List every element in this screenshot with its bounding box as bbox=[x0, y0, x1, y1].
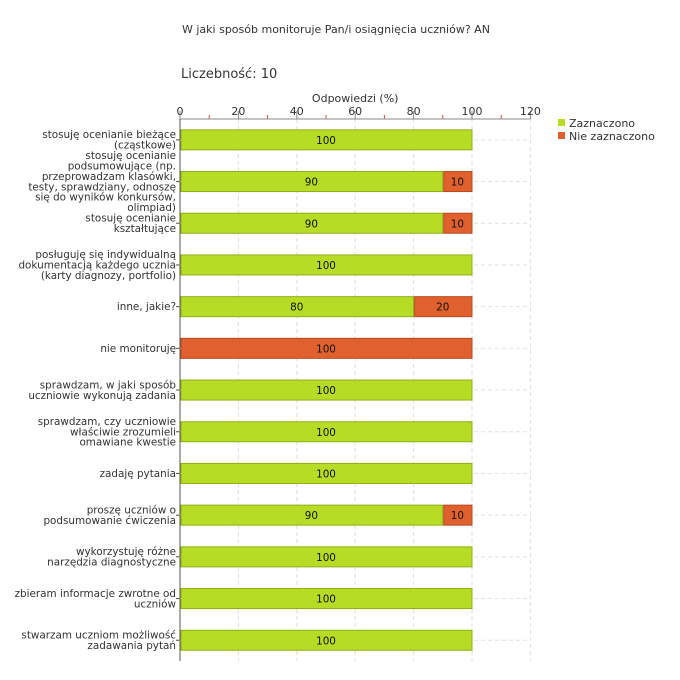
bar-zaznaczono bbox=[180, 629, 473, 651]
category-label-line: inne, jakie? bbox=[117, 301, 176, 313]
data-label: 80 bbox=[290, 302, 303, 314]
category-label-line: nie monitoruję bbox=[100, 343, 176, 355]
bar-zaznaczono bbox=[180, 588, 473, 610]
bar-zaznaczono bbox=[180, 421, 473, 443]
data-label: 100 bbox=[316, 260, 336, 272]
category-label-line: sprawdzam, w jaki sposób bbox=[40, 379, 177, 391]
category-label-line: kształtujące bbox=[114, 223, 176, 235]
category-label-line: zadaję pytania bbox=[100, 468, 176, 480]
data-label: 100 bbox=[316, 427, 336, 439]
category-label: stwarzam uczniom możliwość zadawania pyta… bbox=[21, 630, 176, 652]
category-label-line: (cząstkowe) bbox=[114, 140, 176, 152]
category-label-line: uczniowie wykonują zadania bbox=[28, 390, 176, 402]
bar-zaznaczono bbox=[180, 129, 473, 151]
bar-nie-zaznaczono bbox=[414, 296, 473, 318]
data-label: 20 bbox=[436, 302, 449, 314]
category-label-line: zbieram informacje zwrotne od bbox=[15, 588, 176, 600]
bar-nie-zaznaczono bbox=[443, 171, 473, 193]
category-label-line: się do wyników konkursów, bbox=[35, 192, 176, 204]
x-tick-label: 20 bbox=[231, 105, 245, 118]
bar-zaznaczono bbox=[180, 504, 444, 526]
category-label: proszę uczniów o podsumowanie ćwiczenia bbox=[43, 504, 176, 526]
x-tick-label: 40 bbox=[290, 105, 304, 118]
category-label-line: stwarzam uczniom możliwość bbox=[21, 630, 176, 642]
data-label: 90 bbox=[305, 510, 318, 522]
category-label-line: sprawdzam, czy uczniowie bbox=[38, 416, 176, 428]
legend-label-zaznaczono: Zaznaczono bbox=[569, 117, 636, 130]
bar-zaznaczono bbox=[180, 462, 473, 484]
category-label-line: olimpiad) bbox=[127, 202, 176, 214]
x-tick-label: 60 bbox=[348, 105, 362, 118]
legend-item-nie-zaznaczono: Nie zaznaczono bbox=[558, 130, 655, 143]
data-label: 90 bbox=[305, 218, 318, 230]
bar-zaznaczono bbox=[180, 379, 473, 401]
bar-zaznaczono bbox=[180, 212, 444, 234]
category-label: zbieram informacje zwrotne od uczniów bbox=[15, 588, 177, 610]
sample-size-label: Liczebność: bbox=[181, 67, 257, 82]
legend-item-zaznaczono: Zaznaczono bbox=[558, 117, 635, 130]
bar-nie-zaznaczono bbox=[443, 504, 473, 526]
bar-zaznaczono bbox=[180, 254, 473, 276]
x-axis-label: Odpowiedzi (%) bbox=[312, 92, 399, 105]
data-label: 100 bbox=[316, 594, 336, 606]
data-label: 100 bbox=[316, 135, 336, 147]
category-label-line: podsumowanie ćwiczenia bbox=[43, 515, 176, 527]
category-label-line: wykorzystuję różne bbox=[76, 546, 176, 558]
data-label: 100 bbox=[316, 343, 336, 355]
data-label: 10 bbox=[451, 177, 464, 189]
category-label: sprawdzam, czy uczniowie właściwie zrozum… bbox=[38, 416, 176, 449]
bar-zaznaczono bbox=[180, 171, 444, 193]
category-label: posługuję się indywidualną dokumentacją k… bbox=[18, 249, 176, 282]
category-label-line: właściwie zrozumieli bbox=[70, 426, 176, 438]
category-label-line: uczniów bbox=[134, 598, 177, 610]
bar-zaznaczono bbox=[180, 296, 415, 318]
category-label-line: (karty diagnozy, portfolio) bbox=[41, 270, 176, 282]
legend-swatch-nie-zaznaczono bbox=[558, 132, 565, 139]
category-label: nie monitoruję bbox=[100, 343, 176, 355]
category-label-line: narzędzia diagnostyczne bbox=[47, 557, 176, 569]
legend-swatch-zaznaczono bbox=[558, 119, 565, 126]
data-label: 100 bbox=[316, 635, 336, 647]
category-label: inne, jakie? bbox=[117, 301, 176, 313]
category-label-line: stosuję ocenianie bieżące bbox=[42, 129, 176, 141]
bar-nie-zaznaczono bbox=[180, 337, 473, 359]
category-label: stosuję ocenianie podsumowujące (np. przep… bbox=[28, 150, 176, 214]
x-tick-label: 80 bbox=[407, 105, 421, 118]
category-label: wykorzystuję różne narzędzia diagnostyczn… bbox=[47, 546, 176, 568]
chart-title: W jaki sposób monitoruje Pan/i osiągnięc… bbox=[182, 23, 490, 36]
data-label: 10 bbox=[451, 510, 464, 522]
bar-nie-zaznaczono bbox=[443, 212, 473, 234]
data-label: 100 bbox=[316, 468, 336, 480]
category-label-line: zadawania pytań bbox=[87, 640, 176, 652]
x-tick-label: 100 bbox=[462, 105, 483, 118]
data-label: 10 bbox=[451, 218, 464, 230]
category-label-line: stosuję ocenianie bbox=[85, 150, 176, 162]
category-label-line: stosuję ocenianie bbox=[85, 213, 176, 225]
category-label: stosuję ocenianie bieżące (cząstkowe) bbox=[42, 129, 176, 151]
x-tick-label: 0 bbox=[177, 105, 184, 118]
category-label-line: przeprowadzam klasówki, bbox=[42, 171, 176, 183]
category-label-line: testy, sprawdziany, odnoszę bbox=[28, 181, 176, 193]
data-label: 90 bbox=[305, 177, 318, 189]
category-label-line: posługuję się indywidualną bbox=[35, 249, 176, 261]
legend-label-nie-zaznaczono: Nie zaznaczono bbox=[569, 130, 655, 143]
x-tick-label: 120 bbox=[520, 105, 541, 118]
category-label: sprawdzam, w jaki sposób uczniowie wykonu… bbox=[28, 379, 176, 401]
category-label-line: omawiane kwestie bbox=[79, 437, 176, 449]
category-label-line: dokumentacją każdego ucznia bbox=[18, 259, 176, 271]
data-label: 100 bbox=[316, 385, 336, 397]
sample-size: Liczebność: 10 bbox=[181, 67, 277, 82]
category-label: zadaję pytania bbox=[100, 468, 176, 480]
sample-size-value: 10 bbox=[260, 67, 278, 82]
category-label-line: podsumowujące (np. bbox=[68, 160, 176, 172]
category-label: stosuję ocenianie kształtujące bbox=[85, 213, 176, 235]
data-label: 100 bbox=[316, 552, 336, 564]
bar-zaznaczono bbox=[180, 546, 473, 568]
category-label-line: proszę uczniów o bbox=[87, 504, 176, 516]
